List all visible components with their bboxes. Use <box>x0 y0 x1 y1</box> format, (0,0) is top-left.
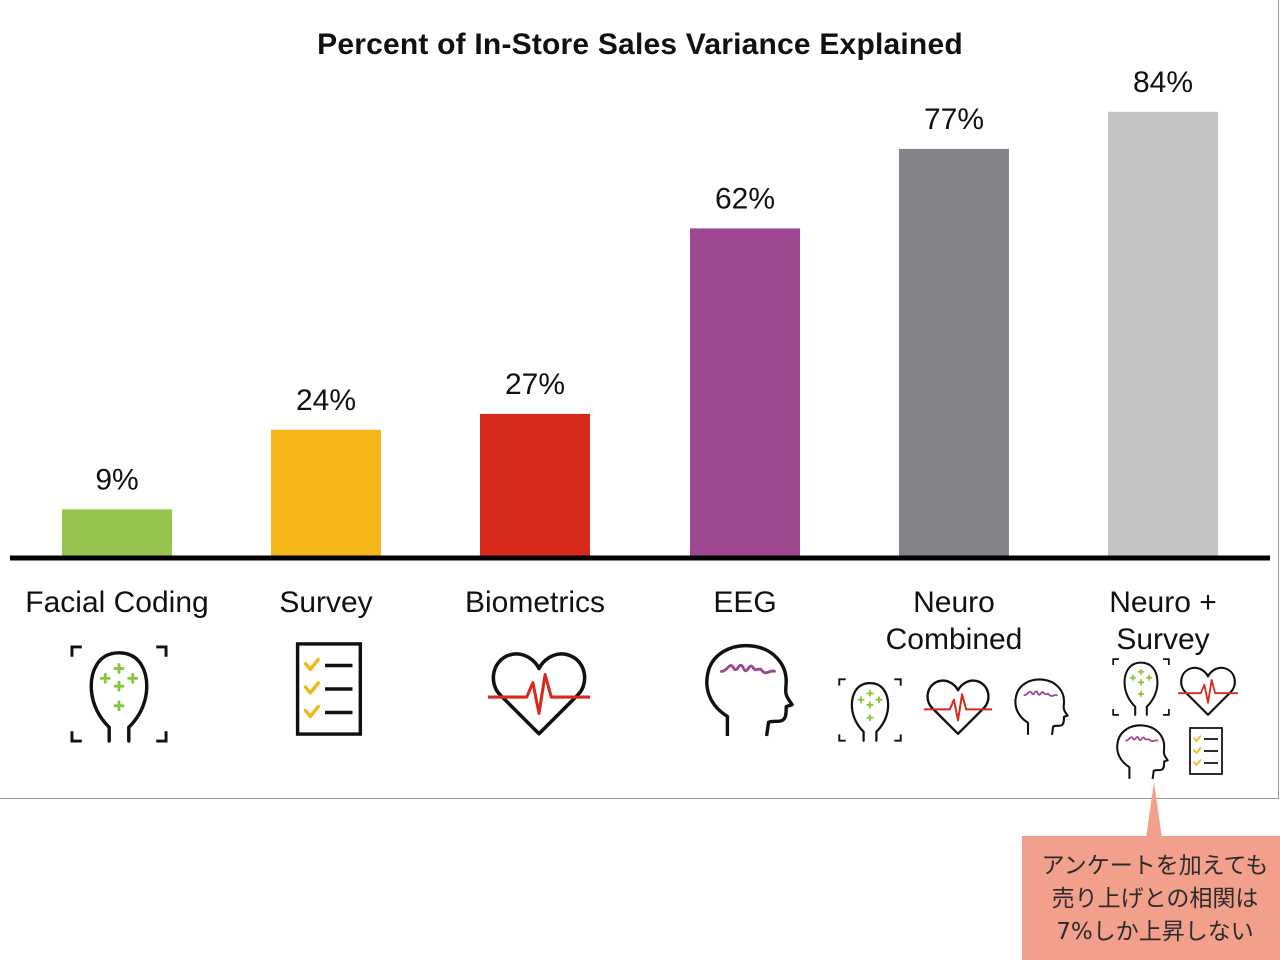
value-label: 84% <box>1133 66 1193 99</box>
category-label: Neuro + Survey <box>1058 584 1268 658</box>
category-label-line: Combined <box>885 623 1023 656</box>
category-label-line: Facial Coding <box>25 586 209 619</box>
bar-survey <box>271 429 381 557</box>
bar-neuro-survey <box>1108 111 1218 558</box>
category-label-line: Survey <box>1116 623 1210 656</box>
category-label: EEG <box>640 584 850 621</box>
annotation-line: 7%しか上昇しない <box>1056 919 1254 945</box>
bar-biometrics <box>480 413 590 557</box>
annotation-pointer <box>1146 782 1162 838</box>
category-label: Facial Coding <box>12 584 222 621</box>
value-label: 27% <box>505 368 565 401</box>
value-label: 77% <box>924 103 984 136</box>
category-label: Survey <box>221 584 431 621</box>
checklist-icon <box>295 642 363 736</box>
category-label: Neuro Combined <box>849 584 1059 658</box>
value-label: 62% <box>715 182 775 215</box>
category-label: Biometrics <box>430 584 640 621</box>
bar-eeg <box>690 228 800 557</box>
heart-pulse-icon <box>924 679 992 736</box>
face-scan-icon <box>1112 658 1170 716</box>
category-label-line: Survey <box>279 586 373 619</box>
chart-frame <box>0 0 1279 799</box>
brain-wave-head-icon <box>1116 724 1169 779</box>
bar-chart: 9% 24% 27% 62% 77% 84% <box>10 66 1270 561</box>
annotation-text: アンケートを加えても 売り上げとの相関は 7%しか上昇しない <box>1030 850 1280 949</box>
category-label-line: EEG <box>713 586 777 619</box>
bar-neuro-combined <box>899 148 1009 557</box>
brain-wave-head-icon <box>705 643 794 737</box>
chart-title: Percent of In-Store Sales Variance Expla… <box>317 28 963 61</box>
category-label-line: Neuro <box>913 586 995 619</box>
category-label-line: Neuro + <box>1109 586 1217 619</box>
category-label-line: Biometrics <box>464 586 606 619</box>
bar-facial-coding <box>62 509 172 557</box>
annotation-line: 売り上げとの相関は <box>1051 886 1259 912</box>
value-label: 9% <box>95 463 138 496</box>
checklist-icon <box>1189 727 1223 775</box>
annotation-box <box>1022 836 1280 960</box>
brain-wave-head-icon <box>1014 678 1069 735</box>
face-scan-icon <box>70 645 168 743</box>
value-label: 24% <box>296 384 356 417</box>
heart-pulse-icon <box>488 652 590 736</box>
annotation-line: アンケートを加えても <box>1041 853 1269 879</box>
face-scan-icon <box>838 678 902 742</box>
heart-pulse-icon <box>1178 666 1238 716</box>
